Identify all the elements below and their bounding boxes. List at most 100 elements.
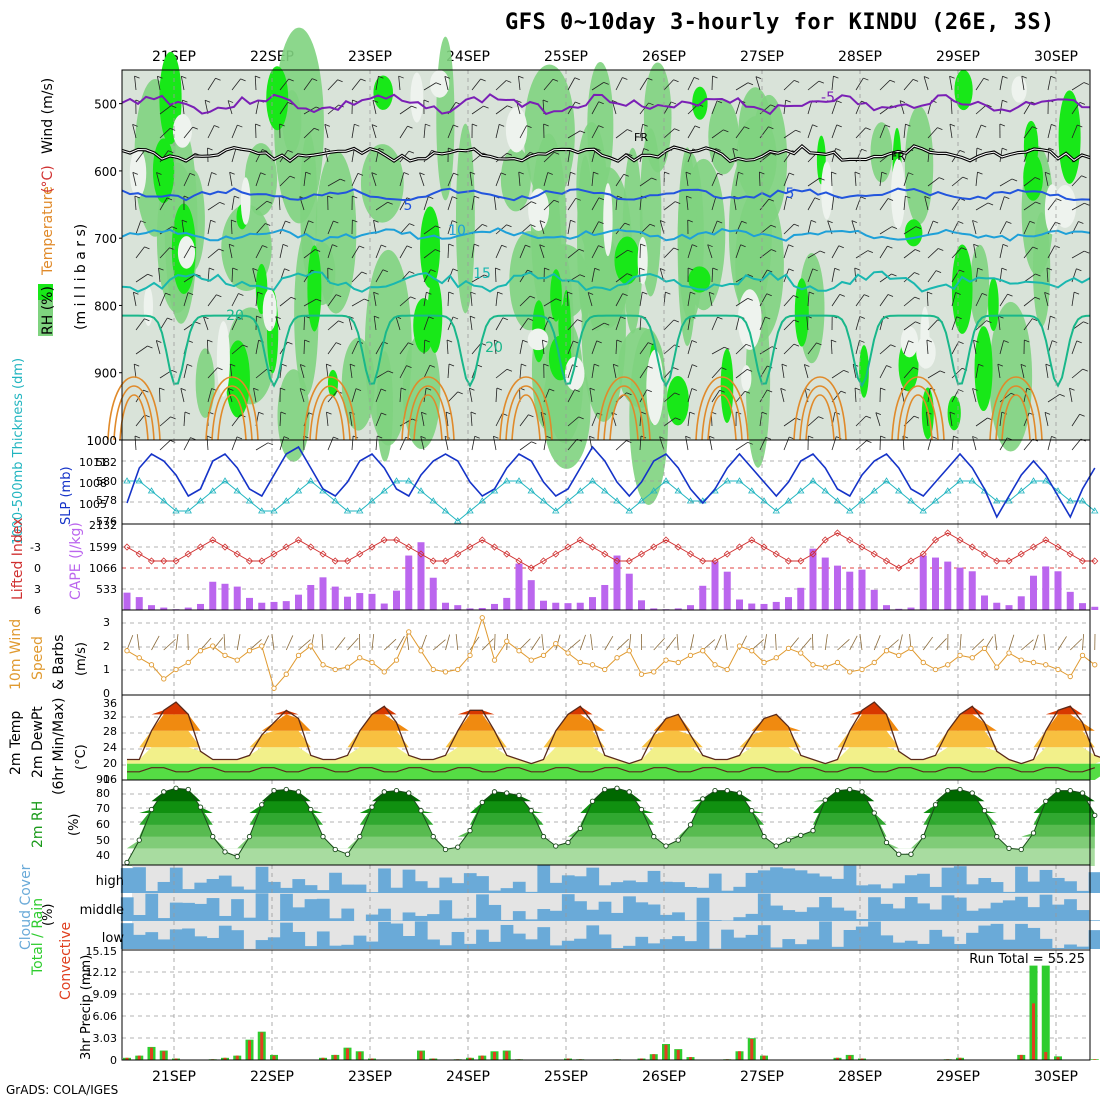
wind-barb — [903, 172, 909, 187]
wind-barb — [687, 364, 693, 379]
wind-barb — [953, 435, 959, 439]
li-point — [307, 543, 315, 551]
contour-25 — [603, 385, 645, 441]
cloud-bar — [672, 936, 685, 949]
thickness-point — [343, 507, 352, 514]
data-point — [871, 810, 877, 816]
wind-barb — [409, 271, 415, 274]
cape-bar — [540, 600, 547, 610]
wind-barb — [839, 293, 845, 297]
data-point — [859, 666, 865, 673]
wind-barb — [428, 196, 434, 200]
wind-barb — [1044, 292, 1050, 295]
wind-barb — [598, 197, 605, 201]
wind-barb — [448, 291, 454, 295]
wind-barb — [411, 105, 417, 109]
wind-barb — [579, 130, 586, 134]
wind-barb — [1071, 202, 1085, 211]
wind-barb — [360, 78, 366, 82]
wind-barb — [470, 411, 477, 415]
wind-barb — [939, 177, 945, 180]
wind-barb — [1023, 438, 1034, 451]
wind-barb — [380, 388, 387, 392]
thickness-point — [1017, 487, 1025, 494]
wind-barb — [256, 315, 262, 319]
cape-bar — [1030, 575, 1037, 610]
data-point — [418, 808, 424, 814]
wind-barb — [452, 268, 458, 272]
cloud-bar — [855, 926, 869, 949]
thickness-point — [1042, 477, 1050, 484]
cape-bar — [197, 603, 204, 610]
cape-bar — [331, 586, 339, 610]
wind-barb — [780, 388, 785, 403]
wind-barb — [831, 196, 835, 211]
li-point — [270, 550, 278, 558]
cloud-bar — [855, 919, 869, 921]
wind-barb — [949, 76, 953, 91]
thickness-point — [368, 497, 376, 504]
wind-barb — [759, 365, 768, 379]
wind-barb — [530, 224, 536, 228]
wind-barb — [195, 321, 201, 325]
wind-barb — [973, 244, 977, 259]
data-point — [896, 851, 902, 857]
wind-barb — [483, 105, 489, 109]
data-point — [749, 648, 755, 654]
date-label-top: 30SEP — [1034, 49, 1078, 65]
wind-barb — [589, 435, 595, 439]
data-point — [148, 662, 155, 668]
contour-label: 10 — [448, 223, 466, 239]
wind-barb — [452, 316, 459, 320]
cloud-bar — [512, 881, 526, 893]
wind-barb-10m — [249, 639, 262, 651]
wind-barb — [260, 172, 266, 176]
wind-barb-10m — [481, 638, 494, 651]
precip-conv-bar — [1019, 1054, 1023, 1060]
wind-barb — [951, 436, 954, 451]
wind-barb — [324, 123, 330, 127]
temp-band — [127, 714, 1100, 731]
wind-barb — [167, 317, 173, 321]
wind-barb — [855, 250, 869, 259]
cloud-bar — [169, 902, 183, 921]
wind-barb — [351, 436, 354, 451]
wind-barb — [579, 274, 586, 278]
wind-barb — [495, 317, 504, 331]
li-point — [772, 550, 780, 558]
wind-barb — [382, 269, 388, 273]
cloud-bar — [721, 920, 734, 921]
wind-barb — [591, 245, 599, 259]
wind-barb — [303, 128, 315, 139]
wind-barb — [204, 99, 211, 103]
wind-barb — [903, 124, 906, 139]
precip-panel-frame — [121, 949, 1091, 1061]
cloud-bar — [329, 945, 342, 949]
wind-barb-10m — [271, 634, 275, 651]
wind-barb — [1082, 368, 1088, 372]
ylabel-precip-conv: Convective — [58, 922, 74, 1000]
wind-barb — [227, 100, 234, 103]
cloud-bar — [610, 912, 624, 921]
wind-barb — [574, 389, 580, 393]
cape-bar — [576, 602, 584, 610]
wind-barb — [783, 172, 790, 187]
wind-barb — [184, 411, 191, 415]
ytick-slp: 1005 — [79, 498, 107, 511]
wind-barb — [471, 343, 482, 355]
wind-barb — [598, 101, 604, 105]
ytick-temp: 16 — [103, 773, 117, 786]
precip-conv-bar — [333, 1054, 337, 1060]
wind-barb — [613, 363, 619, 367]
cloud-bar — [721, 929, 734, 949]
li-point — [209, 536, 217, 544]
thickness-point — [576, 487, 584, 494]
data-point — [896, 652, 902, 659]
wind-barb — [165, 292, 171, 296]
precip-conv-bar — [836, 1057, 839, 1060]
wind-barb — [591, 172, 594, 187]
rh-blob — [954, 69, 973, 111]
wind-barb — [469, 388, 473, 403]
wind-barb — [903, 196, 906, 211]
li-point — [392, 536, 401, 544]
